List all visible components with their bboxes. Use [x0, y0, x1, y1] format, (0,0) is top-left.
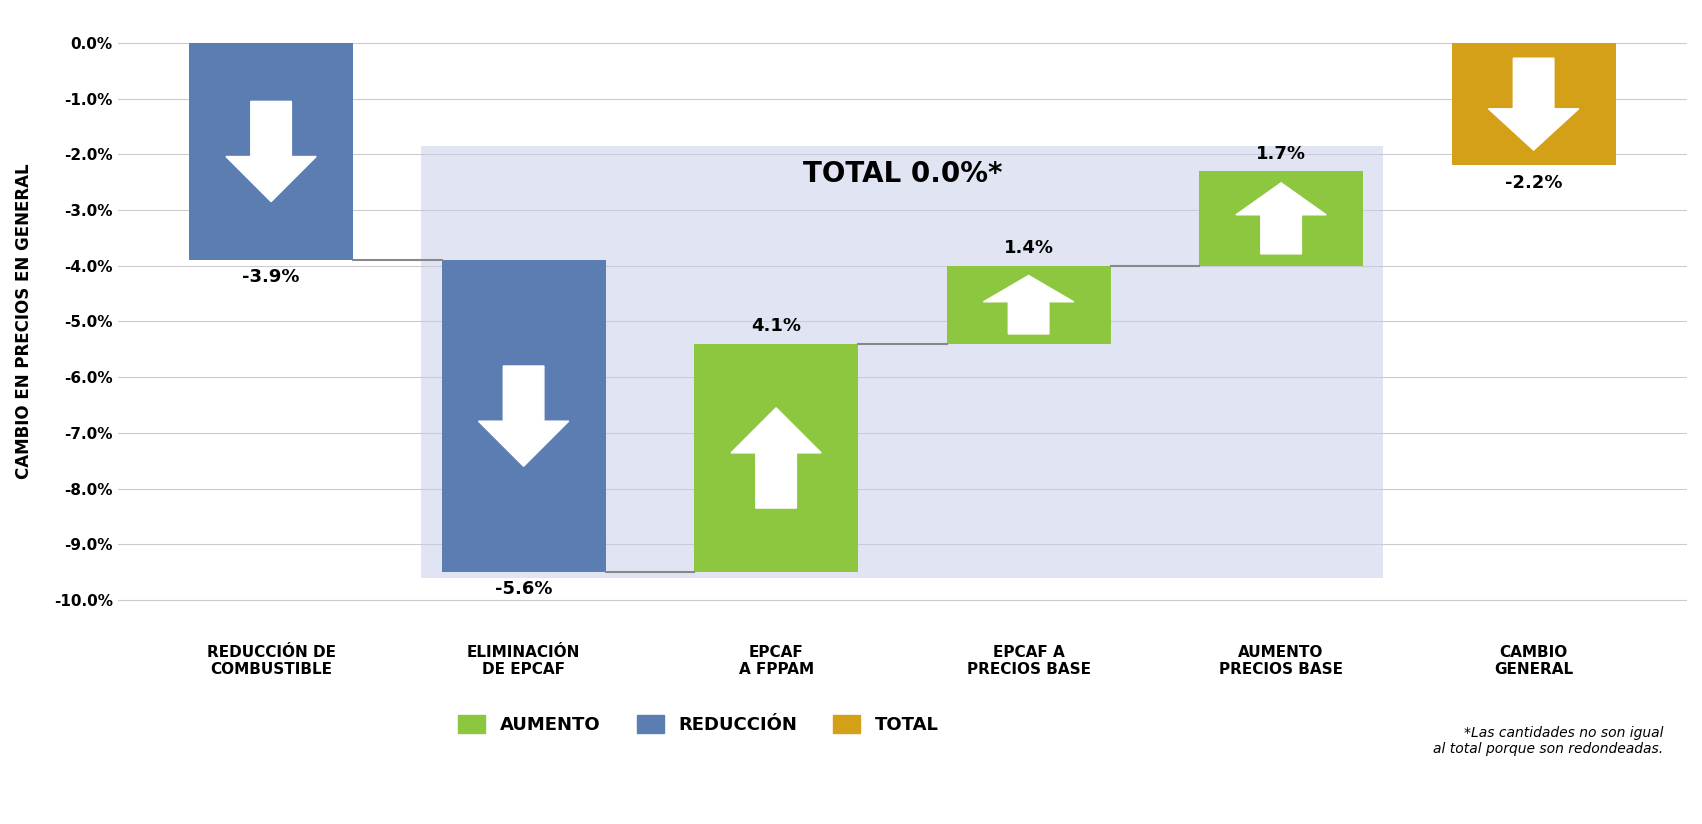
- Text: -2.2%: -2.2%: [1505, 174, 1562, 192]
- Bar: [694, 344, 858, 572]
- Bar: [1198, 171, 1363, 265]
- Text: -3.9%: -3.9%: [242, 269, 300, 287]
- Polygon shape: [730, 408, 822, 508]
- Bar: [189, 43, 352, 260]
- Text: TOTAL 0.0%*: TOTAL 0.0%*: [803, 160, 1002, 188]
- Polygon shape: [478, 366, 568, 466]
- Text: 1.7%: 1.7%: [1256, 145, 1305, 162]
- Bar: [441, 260, 606, 572]
- Legend: AUMENTO, REDUCCIÓN, TOTAL: AUMENTO, REDUCCIÓN, TOTAL: [451, 708, 946, 742]
- Polygon shape: [1489, 59, 1579, 150]
- Text: 4.1%: 4.1%: [751, 317, 802, 335]
- Polygon shape: [1236, 183, 1326, 254]
- Bar: [946, 265, 1111, 344]
- Text: -5.6%: -5.6%: [495, 580, 553, 598]
- Text: *Las cantidades no son igual
al total porque son redondeadas.: *Las cantidades no son igual al total po…: [1433, 726, 1663, 756]
- Bar: [422, 146, 1384, 578]
- Y-axis label: CAMBIO EN PRECIOS EN GENERAL: CAMBIO EN PRECIOS EN GENERAL: [15, 164, 32, 480]
- Bar: [1452, 43, 1615, 166]
- Polygon shape: [226, 101, 317, 202]
- Text: 1.4%: 1.4%: [1004, 239, 1054, 257]
- Polygon shape: [984, 275, 1074, 334]
